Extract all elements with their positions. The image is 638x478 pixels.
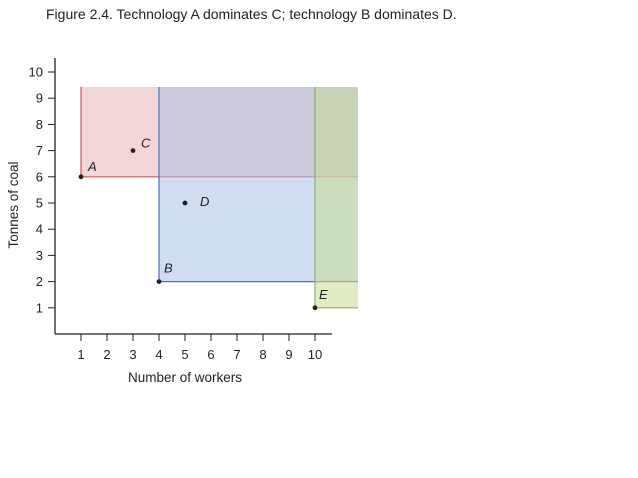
y-tick-label: 6 bbox=[36, 169, 43, 184]
y-axis-label: Tonnes of coal bbox=[6, 161, 21, 248]
point-c bbox=[130, 148, 136, 154]
x-tick-label: 6 bbox=[207, 347, 214, 362]
point-label-a: A bbox=[87, 159, 97, 174]
point-label-b: B bbox=[164, 261, 173, 276]
point-label-e: E bbox=[319, 287, 328, 302]
point-label-c: C bbox=[141, 136, 151, 151]
x-tick-label: 9 bbox=[285, 347, 292, 362]
y-tick-label: 4 bbox=[36, 222, 43, 237]
point-d bbox=[182, 200, 188, 206]
x-tick-label: 1 bbox=[77, 347, 84, 362]
x-tick-label: 5 bbox=[181, 347, 188, 362]
x-tick-label: 7 bbox=[233, 347, 240, 362]
x-axis-label: Number of workers bbox=[128, 370, 242, 385]
y-tick-label: 7 bbox=[36, 143, 43, 158]
region-e bbox=[315, 87, 358, 308]
axes bbox=[54, 58, 332, 335]
y-tick-label: 2 bbox=[36, 274, 43, 289]
x-tick-label: 10 bbox=[308, 347, 322, 362]
y-tick-label: 9 bbox=[36, 91, 43, 106]
chart-title: Figure 2.4. Technology A dominates C; te… bbox=[46, 6, 457, 22]
point-e bbox=[312, 305, 318, 311]
point-label-d: D bbox=[200, 194, 209, 209]
y-tick-label: 5 bbox=[36, 196, 43, 211]
x-tick-label: 4 bbox=[155, 347, 162, 362]
point-a bbox=[78, 174, 84, 180]
data-points: A B C D E bbox=[78, 136, 328, 311]
x-tick-label: 3 bbox=[129, 347, 136, 362]
y-tick-label: 3 bbox=[36, 248, 43, 263]
x-tick-label: 8 bbox=[259, 347, 266, 362]
x-tick-label: 2 bbox=[103, 347, 110, 362]
tick-marks: 1 2 3 4 5 6 7 8 9 10 1 2 3 4 5 6 7 8 9 10 bbox=[29, 65, 323, 363]
y-tick-label: 1 bbox=[36, 300, 43, 315]
point-b bbox=[156, 279, 162, 284]
y-tick-label: 10 bbox=[29, 65, 43, 80]
y-tick-label: 8 bbox=[36, 117, 43, 132]
dominance-regions bbox=[80, 87, 358, 309]
